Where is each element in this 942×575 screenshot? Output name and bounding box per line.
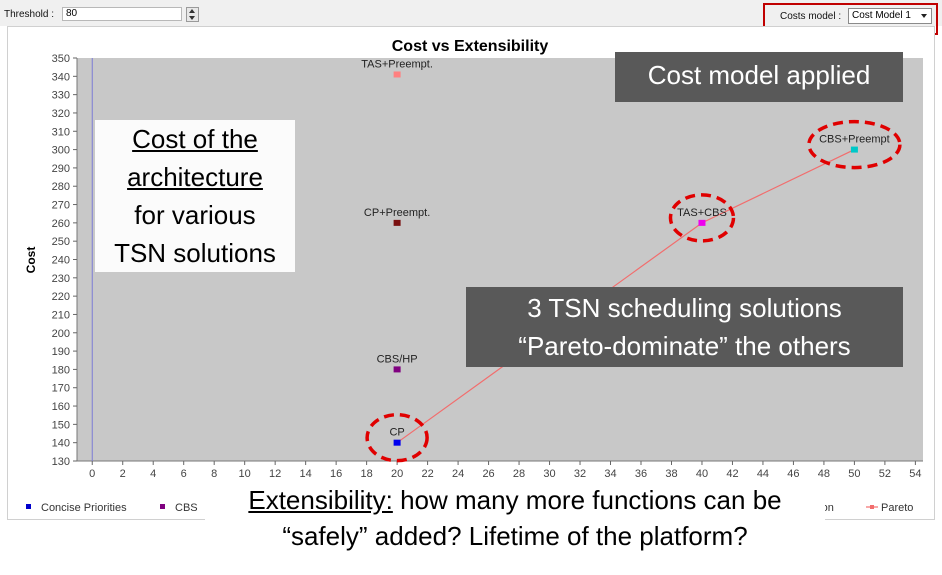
data-point-label-5: CBS+Preempt xyxy=(819,134,890,146)
x-tick-label-40: 40 xyxy=(696,468,708,480)
cost-model-applied-box: Cost model applied xyxy=(615,52,903,102)
x-tick-label-24: 24 xyxy=(452,468,464,480)
x-tick-label-46: 46 xyxy=(787,468,799,480)
x-tick-label-18: 18 xyxy=(360,468,372,480)
x-tick-label-36: 36 xyxy=(635,468,647,480)
x-tick-label-10: 10 xyxy=(239,468,251,480)
y-tick-label-270: 270 xyxy=(52,200,70,212)
x-tick-label-0: 0 xyxy=(89,468,95,480)
threshold-spinner[interactable] xyxy=(186,7,199,22)
data-point-label-3: CP xyxy=(389,427,404,439)
data-point-3[interactable] xyxy=(393,439,401,446)
legend-swatch-1 xyxy=(160,504,165,509)
y-tick-label-190: 190 xyxy=(52,346,70,358)
extensibility-question-line-2: “safely” added? Lifetime of the platform… xyxy=(282,521,748,551)
y-tick-label-260: 260 xyxy=(52,218,70,230)
data-point-2[interactable] xyxy=(393,366,401,373)
data-point-label-2: CBS/HP xyxy=(377,353,418,365)
cost-caption-line-4: TSN solutions xyxy=(114,238,276,268)
y-tick-label-350: 350 xyxy=(52,53,70,65)
x-tick-label-20: 20 xyxy=(391,468,403,480)
legend-marker-3 xyxy=(870,505,874,509)
x-tick-label-2: 2 xyxy=(120,468,126,480)
x-tick-label-32: 32 xyxy=(574,468,586,480)
y-tick-label-220: 220 xyxy=(52,291,70,303)
x-tick-label-6: 6 xyxy=(181,468,187,480)
y-tick-label-170: 170 xyxy=(52,383,70,395)
x-tick-label-30: 30 xyxy=(543,468,555,480)
costs-model-select[interactable]: Cost Model 1 xyxy=(848,8,932,24)
x-tick-label-44: 44 xyxy=(757,468,769,480)
pareto-callout-box: 3 TSN scheduling solutions “Pareto-domin… xyxy=(466,287,903,367)
highlight-ellipse-5 xyxy=(807,119,902,170)
y-tick-label-310: 310 xyxy=(52,126,70,138)
extensibility-term: Extensibility: xyxy=(248,485,393,515)
data-point-4[interactable] xyxy=(698,219,706,226)
x-tick-label-42: 42 xyxy=(726,468,738,480)
spinner-down-icon[interactable] xyxy=(189,16,195,20)
legend-label-0: Concise Priorities xyxy=(41,502,127,514)
y-tick-label-200: 200 xyxy=(52,328,70,340)
y-tick-label-140: 140 xyxy=(52,438,70,450)
threshold-label: Threshold : xyxy=(4,9,55,20)
y-tick-label-160: 160 xyxy=(52,401,70,413)
legend-label-1: CBS xyxy=(175,502,198,514)
cost-caption-line-1: Cost of the xyxy=(132,124,258,154)
x-tick-label-8: 8 xyxy=(211,468,217,480)
costs-model-label: Costs model : xyxy=(780,11,842,22)
cost-caption: Cost of the architecture for various TSN… xyxy=(95,120,295,272)
y-tick-label-230: 230 xyxy=(52,273,70,285)
y-tick-label-210: 210 xyxy=(52,309,70,321)
y-tick-label-290: 290 xyxy=(52,163,70,175)
y-tick-label-340: 340 xyxy=(52,71,70,83)
extensibility-caption: Extensibility: how many more functions c… xyxy=(205,482,825,554)
data-point-0[interactable] xyxy=(393,71,401,78)
legend-swatch-0 xyxy=(26,504,31,509)
y-tick-label-130: 130 xyxy=(52,456,70,468)
x-tick-label-28: 28 xyxy=(513,468,525,480)
x-tick-label-50: 50 xyxy=(848,468,860,480)
cost-caption-line-2: architecture xyxy=(127,162,263,192)
y-tick-label-240: 240 xyxy=(52,255,70,267)
x-tick-label-34: 34 xyxy=(604,468,616,480)
pareto-callout-line-1: 3 TSN scheduling solutions xyxy=(527,293,842,323)
x-tick-label-52: 52 xyxy=(879,468,891,480)
chevron-down-icon xyxy=(921,14,927,18)
y-axis-label: Cost xyxy=(24,247,38,274)
extensibility-question: how many more functions can be xyxy=(392,485,782,515)
y-tick-label-280: 280 xyxy=(52,181,70,193)
threshold-input[interactable]: 80 xyxy=(62,7,182,21)
y-tick-label-250: 250 xyxy=(52,236,70,248)
x-tick-label-48: 48 xyxy=(818,468,830,480)
spinner-up-icon[interactable] xyxy=(189,9,195,13)
data-point-1[interactable] xyxy=(393,219,401,226)
legend-label-3: Pareto xyxy=(881,502,913,514)
x-tick-label-4: 4 xyxy=(150,468,156,480)
data-point-label-1: CP+Preempt. xyxy=(364,207,430,219)
y-tick-label-320: 320 xyxy=(52,108,70,120)
costs-model-value: Cost Model 1 xyxy=(852,10,911,21)
highlight-ellipse-4 xyxy=(668,193,736,243)
highlight-ellipse-3 xyxy=(365,412,429,463)
x-tick-label-54: 54 xyxy=(909,468,921,480)
data-point-5[interactable] xyxy=(850,146,858,153)
data-point-label-0: TAS+Preempt. xyxy=(361,58,433,70)
y-tick-label-180: 180 xyxy=(52,364,70,376)
x-tick-label-12: 12 xyxy=(269,468,281,480)
x-tick-label-38: 38 xyxy=(665,468,677,480)
y-tick-label-330: 330 xyxy=(52,90,70,102)
cost-caption-line-3: for various xyxy=(134,200,256,230)
y-tick-label-150: 150 xyxy=(52,419,70,431)
y-tick-label-300: 300 xyxy=(52,145,70,157)
toolbar: Threshold : 80 Costs model : Cost Model … xyxy=(0,0,942,35)
data-point-label-4: TAS+CBS xyxy=(677,207,727,219)
x-tick-label-16: 16 xyxy=(330,468,342,480)
chart-title: Cost vs Extensibility xyxy=(392,38,549,55)
x-tick-label-26: 26 xyxy=(482,468,494,480)
x-tick-label-22: 22 xyxy=(421,468,433,480)
x-tick-label-14: 14 xyxy=(300,468,312,480)
pareto-callout-line-2: “Pareto-dominate” the others xyxy=(518,331,851,361)
